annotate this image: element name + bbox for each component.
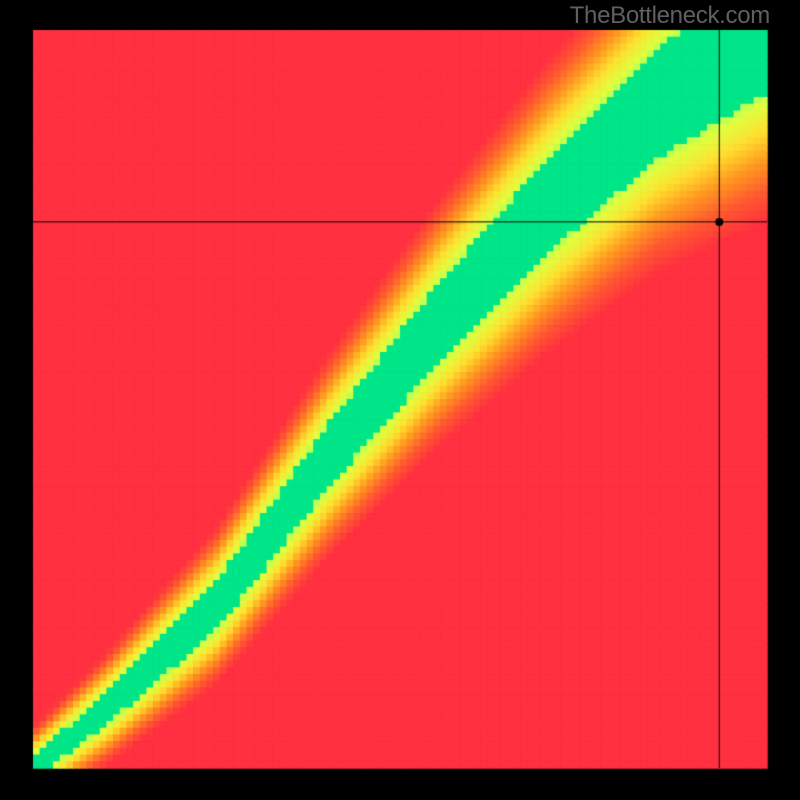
watermark-text: TheBottleneck.com xyxy=(570,2,770,30)
bottleneck-heatmap xyxy=(0,0,800,800)
chart-container: TheBottleneck.com xyxy=(0,0,800,800)
